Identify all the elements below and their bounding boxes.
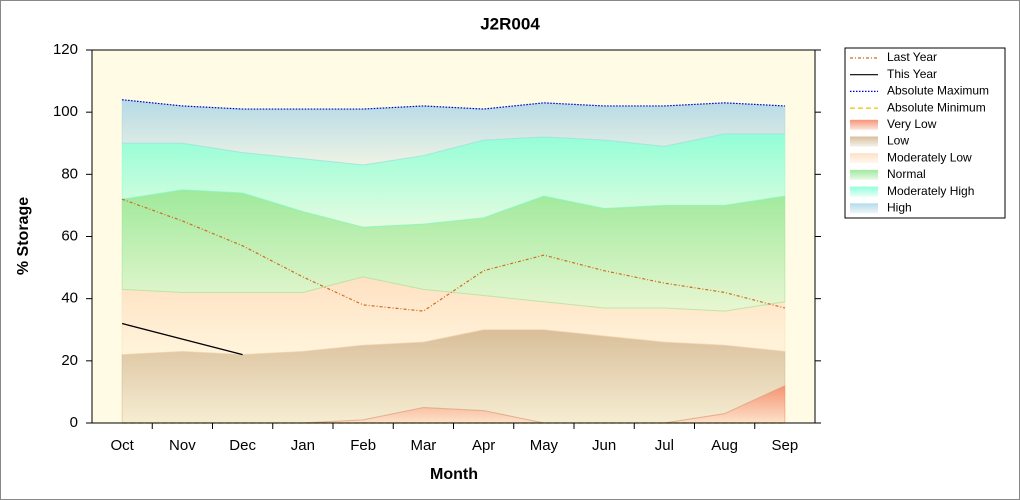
legend-symbol xyxy=(850,119,878,130)
legend-label: This Year xyxy=(887,67,937,81)
legend-symbol xyxy=(850,169,878,180)
legend-label: High xyxy=(887,200,912,214)
x-tick-label: Jun xyxy=(592,437,616,454)
legend-label: Absolute Minimum xyxy=(887,100,986,114)
chart-title: J2R004 xyxy=(480,14,540,33)
legend-label: Absolute Maximum xyxy=(887,84,989,98)
series-line xyxy=(121,198,786,312)
x-tick-label: Aug xyxy=(711,437,738,454)
series-line xyxy=(121,322,243,356)
series-line xyxy=(122,99,785,110)
x-tick-label: Apr xyxy=(472,437,495,454)
x-tick-label: Jan xyxy=(291,437,315,454)
legend-label: Moderately High xyxy=(887,184,974,198)
x-tick-label: Nov xyxy=(169,437,196,454)
legend-symbol xyxy=(850,153,878,164)
y-tick-label: 0 xyxy=(70,414,78,431)
legend-label: Very Low xyxy=(887,117,937,131)
x-tick-label: Feb xyxy=(350,437,376,454)
y-tick-label: 100 xyxy=(53,103,78,120)
legend-label: Last Year xyxy=(887,50,937,64)
y-tick-label: 120 xyxy=(53,41,78,58)
legend-symbol xyxy=(850,136,878,147)
x-axis-label: Month xyxy=(430,466,478,483)
y-tick-label: 80 xyxy=(61,165,78,182)
x-tick-label: Jul xyxy=(655,437,674,454)
x-tick-label: Oct xyxy=(110,437,134,454)
x-tick-label: Dec xyxy=(229,437,256,454)
x-tick-label: May xyxy=(530,437,559,454)
y-tick-label: 60 xyxy=(61,227,78,244)
legend-symbol xyxy=(850,203,878,214)
y-tick-label: 20 xyxy=(61,352,78,369)
legend-symbol xyxy=(850,186,878,197)
y-tick-label: 40 xyxy=(61,290,78,307)
legend-label: Moderately Low xyxy=(887,150,972,164)
legend-label: Low xyxy=(887,134,909,148)
legend-label: Normal xyxy=(887,167,926,181)
x-tick-label: Mar xyxy=(410,437,436,454)
y-axis-label: % Storage xyxy=(15,197,32,275)
x-tick-label: Sep xyxy=(772,437,799,454)
